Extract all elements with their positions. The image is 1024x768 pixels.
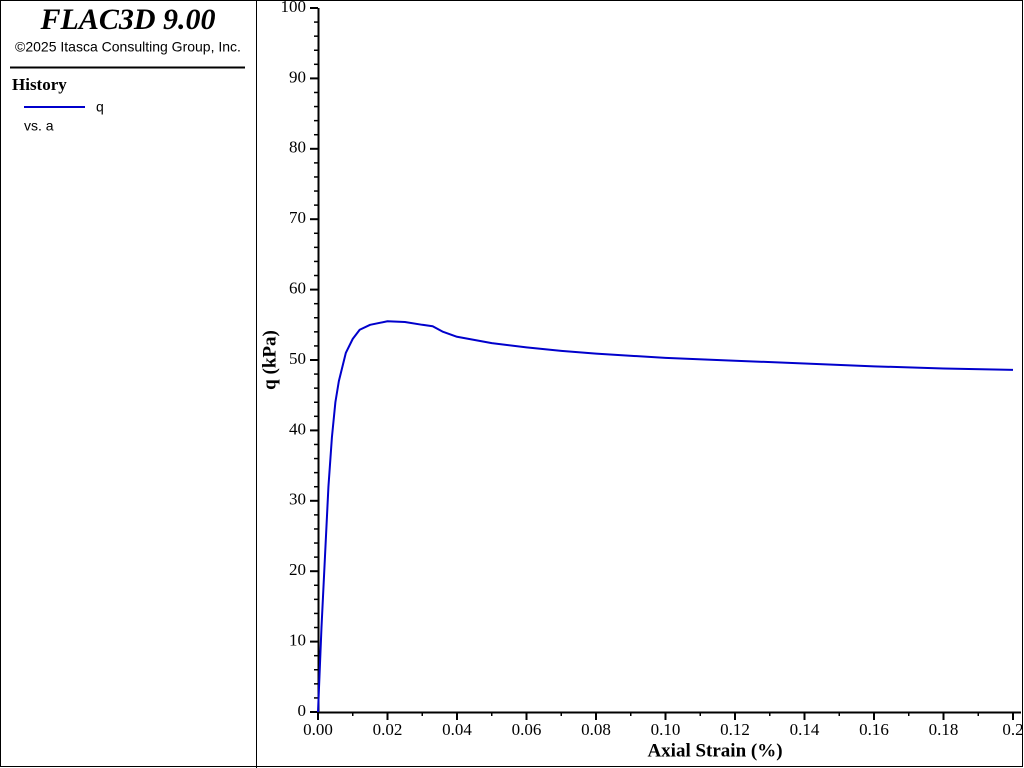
x-tick-label: 0.00 xyxy=(303,720,333,739)
x-tick-label: 0.18 xyxy=(929,720,959,739)
y-tick-label: 50 xyxy=(289,349,306,368)
x-tick-label: 0.14 xyxy=(790,720,820,739)
y-tick-label: 90 xyxy=(289,67,306,86)
x-tick-label: 0.16 xyxy=(859,720,889,739)
x-tick-label: 0.08 xyxy=(581,720,611,739)
y-tick-label: 40 xyxy=(289,419,306,438)
y-tick-label: 70 xyxy=(289,208,306,227)
y-axis-title: q (kPa) xyxy=(259,330,280,390)
legend-label: q xyxy=(96,99,104,115)
legend-title: History xyxy=(12,75,67,94)
y-tick-label: 10 xyxy=(289,631,306,650)
q-curve xyxy=(317,320,1014,713)
y-tick-label: 80 xyxy=(289,138,306,157)
y-tick-label: 60 xyxy=(289,279,306,298)
app-title: FLAC3D 9.00 xyxy=(39,3,215,36)
x-axis-title: Axial Strain (%) xyxy=(647,740,782,761)
copyright: ©2025 Itasca Consulting Group, Inc. xyxy=(15,39,241,55)
y-tick-label: 30 xyxy=(289,490,306,509)
x-tick-label: 0.12 xyxy=(720,720,750,739)
x-tick-label: 0.02 xyxy=(373,720,403,739)
legend-versus: vs. a xyxy=(24,118,54,134)
y-tick-label: 20 xyxy=(289,560,306,579)
y-tick-label: 100 xyxy=(281,0,307,16)
x-tick-label: 0.06 xyxy=(512,720,542,739)
x-tick-label: 0.10 xyxy=(651,720,681,739)
x-tick-label: 0.04 xyxy=(442,720,472,739)
x-tick-label: 0.2 xyxy=(1002,720,1023,739)
y-tick-label: 0 xyxy=(298,701,307,720)
